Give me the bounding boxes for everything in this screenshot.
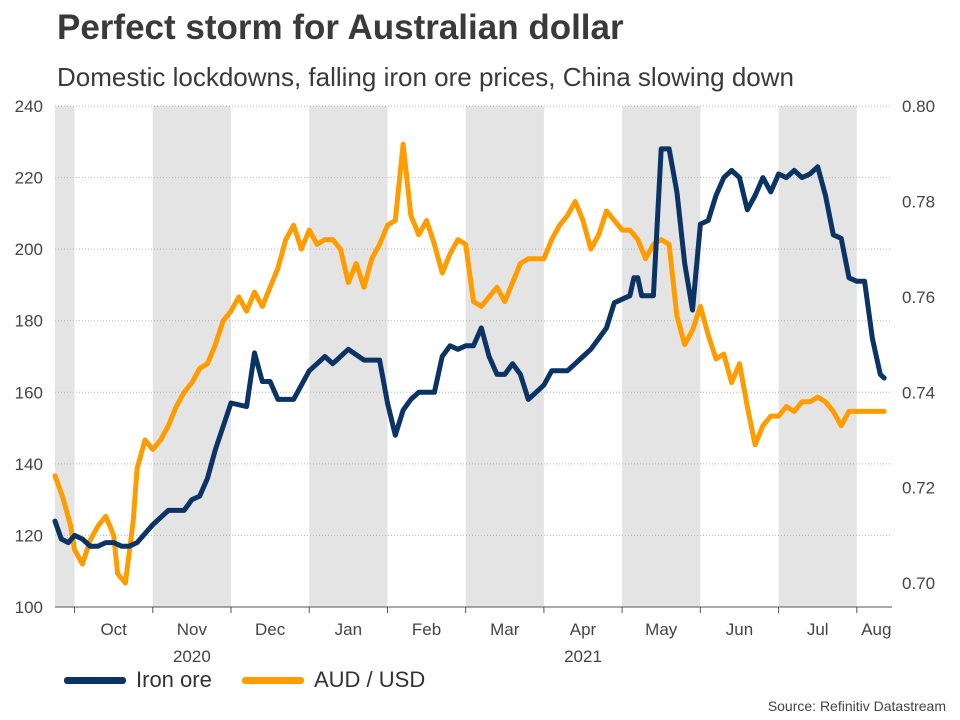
left-axis-label-200: 200 xyxy=(15,240,43,259)
left-axis-label-220: 220 xyxy=(15,169,43,188)
x-axis-label-oct: Oct xyxy=(100,620,127,639)
right-axis-label-0.72: 0.72 xyxy=(902,479,935,498)
legend-item-aud-usd: AUD / USD xyxy=(242,667,425,693)
series-line-aud-usd xyxy=(52,141,887,586)
x-axis-label-dec: Dec xyxy=(255,620,286,639)
chart-title: Perfect storm for Australian dollar xyxy=(57,8,624,47)
x-axis-label-may: May xyxy=(645,620,678,639)
right-axis-label-0.76: 0.76 xyxy=(902,288,935,307)
x-axis-label-aug: Aug xyxy=(861,620,891,639)
x-axis-label-nov: Nov xyxy=(177,620,208,639)
right-axis-label-0.70: 0.70 xyxy=(902,574,935,593)
shaded-band-1 xyxy=(152,106,232,607)
shaded-band-2 xyxy=(309,106,388,607)
x-axis-label-jan: Jan xyxy=(335,620,362,639)
left-axis-label-240: 240 xyxy=(15,97,43,116)
source-note: Source: Refinitiv Datastream xyxy=(767,698,946,714)
shaded-band-0 xyxy=(55,106,75,607)
legend-label-aud-usd: AUD / USD xyxy=(314,667,426,692)
legend-item-iron-ore: Iron ore xyxy=(64,667,212,693)
shaded-band-5 xyxy=(778,106,857,607)
year-label-2020: 2020 xyxy=(173,647,211,666)
x-axis-label-mar: Mar xyxy=(490,620,520,639)
legend-swatch-aud-usd xyxy=(242,676,304,684)
x-axis-label-jun: Jun xyxy=(726,620,753,639)
left-axis-label-100: 100 xyxy=(15,598,43,617)
left-axis-label-120: 120 xyxy=(15,526,43,545)
x-axis-label-feb: Feb xyxy=(412,620,441,639)
year-label-2021: 2021 xyxy=(564,647,602,666)
series-line-iron-ore xyxy=(52,146,887,549)
left-axis-label-160: 160 xyxy=(15,383,43,402)
chart-subtitle: Domestic lockdowns, falling iron ore pri… xyxy=(57,62,795,92)
left-axis-label-140: 140 xyxy=(15,455,43,474)
right-axis-label-0.78: 0.78 xyxy=(902,192,935,211)
shaded-band-3 xyxy=(465,106,544,607)
right-axis-label-0.74: 0.74 xyxy=(902,383,935,402)
legend-label-iron-ore: Iron ore xyxy=(136,667,212,692)
legend-swatch-iron-ore xyxy=(64,676,126,684)
right-axis-label-0.80: 0.80 xyxy=(902,97,935,116)
left-axis-label-180: 180 xyxy=(15,312,43,331)
x-axis-label-jul: Jul xyxy=(807,620,829,639)
x-axis-label-apr: Apr xyxy=(570,620,597,639)
